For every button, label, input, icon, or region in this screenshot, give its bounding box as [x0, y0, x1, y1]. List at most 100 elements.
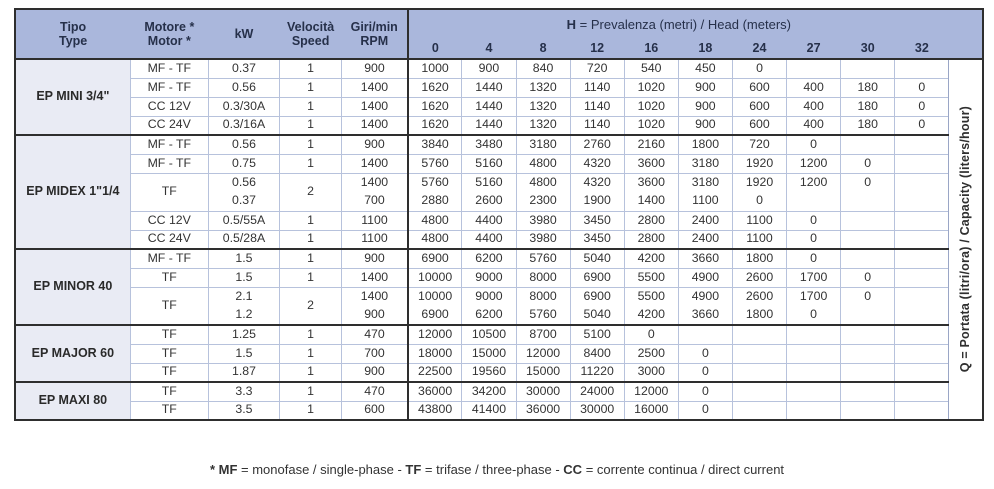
kw-cell: 0.56	[207, 77, 280, 97]
head-value-cell: 36000	[406, 381, 462, 401]
head-value-cell	[894, 192, 949, 211]
table-row: TF 2.1 2 1400 10000 9000 8000 6900 5500 4900 2600 1…	[15, 286, 983, 325]
head-value-cell	[894, 172, 949, 192]
speed-cell: 1	[279, 324, 342, 344]
kw-cell: 0.3/30A	[207, 96, 280, 116]
head-value-cell: 4900	[677, 286, 733, 306]
head-value-cell: 5500	[623, 267, 679, 287]
footnote-text: = trifase / three-phase -	[421, 462, 564, 477]
head-value-cell: 1100	[677, 192, 733, 211]
col-header-giri-line1: Giri/min	[350, 20, 398, 34]
head-value-cell: 8000	[515, 286, 571, 306]
head-value-cell: 1020	[623, 115, 679, 135]
speed-cell: 1	[279, 343, 342, 363]
head-value-cell: 180	[840, 96, 895, 116]
table-row: EP MAJOR 60 TF 1.25 1 470 12000 10500 8700 5100 0	[15, 324, 983, 382]
speed-cell: 1	[279, 96, 342, 116]
head-value-cell	[786, 381, 841, 401]
speed-cell: 1	[279, 77, 342, 97]
head-value-cell: 24000	[569, 381, 625, 401]
motor-cell: MF - TF	[129, 58, 209, 78]
kw-cell: 1.5	[207, 248, 280, 268]
col-header-tipo-line2: Type	[58, 34, 88, 48]
table-row: TF 1.5 1 1400 10000 9000 8000 6900 5500 4900 2600 1…	[15, 267, 983, 287]
head-value-cell: 2500	[623, 343, 679, 363]
col-header-motore-line2: Motor *	[147, 34, 191, 48]
rpm-cell: 900	[341, 306, 408, 325]
head-value-cell: 1200	[786, 172, 841, 192]
kw-cell: 3.3	[207, 381, 280, 401]
head-value-cell: 0	[677, 362, 733, 382]
head-value-cell: 3980	[515, 210, 571, 230]
table-row: CC 12V 0.3/30A 1 1400 1620 1440 1320 1140 1020 90…	[15, 96, 983, 116]
head-value-cell: 600	[731, 115, 787, 135]
motor-cell: TF	[129, 343, 209, 363]
head-value-cell	[840, 192, 895, 211]
speed-cell: 1	[279, 153, 342, 173]
rpm-cell: 1400	[341, 153, 408, 173]
motor-cell: MF - TF	[129, 248, 209, 268]
head-value-cell: 900	[677, 115, 733, 135]
head-value-cell	[786, 192, 841, 211]
head-value-cell: 400	[786, 96, 841, 116]
head-value-cell: 3180	[677, 172, 733, 192]
head-value-cell: 5160	[461, 172, 516, 192]
head-value-cell: 2300	[515, 192, 571, 211]
head-value-cell: 0	[731, 192, 787, 211]
head-value-cell	[840, 400, 895, 420]
table-row: EP MINI 3/4" MF - TF 0.37 1 900 1000 900 840 720…	[15, 58, 983, 420]
table-row: TF 1.87 1 900 22500 19560 15000 11220 3000 0	[15, 362, 983, 382]
head-value-header: 0	[406, 38, 462, 59]
kw-cell: 1.87	[207, 362, 280, 382]
rpm-cell: 1100	[341, 210, 408, 230]
col-header-motore: Motore * Motor *	[130, 9, 209, 59]
head-value-cell: 0	[894, 115, 949, 135]
footnote: * MF = monofase / single-phase - TF = tr…	[0, 462, 994, 477]
motor-cell: TF	[129, 381, 209, 401]
head-value-cell	[840, 343, 895, 363]
head-value-cell: 2600	[731, 286, 787, 306]
head-value-cell: 41400	[461, 400, 516, 420]
head-value-cell: 2600	[461, 192, 516, 211]
head-value-cell: 2600	[731, 267, 787, 287]
head-value-cell: 4800	[515, 172, 571, 192]
head-value-cell: 34200	[461, 381, 516, 401]
table-row: MF - TF 0.56 1 1400 1620 1440 1320 1140 1020 900 6…	[15, 77, 983, 97]
pump-group-name: EP MAJOR 60	[15, 324, 131, 382]
motor-cell: TF	[129, 267, 209, 287]
head-value-cell	[894, 229, 949, 249]
head-value-cell	[894, 400, 949, 420]
head-value-cell	[840, 229, 895, 249]
kw-cell: 1.25	[207, 324, 280, 344]
head-value-cell: 12000	[623, 381, 679, 401]
head-value-cell	[786, 400, 841, 420]
kw-cell: 0.56	[207, 134, 280, 154]
motor-cell: CC 24V	[129, 229, 209, 249]
footnote-abbrev: * MF	[209, 462, 238, 477]
head-value-cell: 11220	[569, 362, 625, 382]
footnote-abbrev: TF	[405, 462, 422, 477]
head-value-cell	[840, 381, 895, 401]
head-value-cell: 600	[731, 77, 787, 97]
head-value-cell: 0	[786, 134, 841, 154]
head-value-cell: 1620	[406, 115, 462, 135]
head-value-cell: 5760	[515, 248, 571, 268]
head-value-cell	[894, 381, 949, 401]
motor-cell: CC 12V	[129, 96, 209, 116]
table-row: EP MIDEX 1"1/4 MF - TF 0.56 1 900 3840 3480 318…	[15, 134, 983, 249]
head-value-cell: 6200	[461, 306, 516, 325]
table-body: EP MINI 3/4" MF - TF 0.37 1 900 1000 900 840 720…	[15, 58, 983, 420]
head-symbol: H	[566, 16, 577, 32]
kw-cell: 0.3/16A	[207, 115, 280, 135]
head-value-header: 12	[570, 38, 625, 59]
head-value-cell: 0	[677, 343, 733, 363]
head-value-cell: 30000	[515, 381, 571, 401]
pump-group-name: EP MIDEX 1"1/4	[15, 134, 131, 249]
kw-cell: 0.5/28A	[207, 229, 280, 249]
rpm-cell: 470	[341, 381, 408, 401]
rpm-cell: 700	[341, 343, 408, 363]
head-value-cell: 1320	[515, 77, 571, 97]
rpm-cell: 1400	[341, 172, 408, 192]
head-value-cell	[731, 362, 787, 382]
head-value-cell: 2760	[569, 134, 625, 154]
